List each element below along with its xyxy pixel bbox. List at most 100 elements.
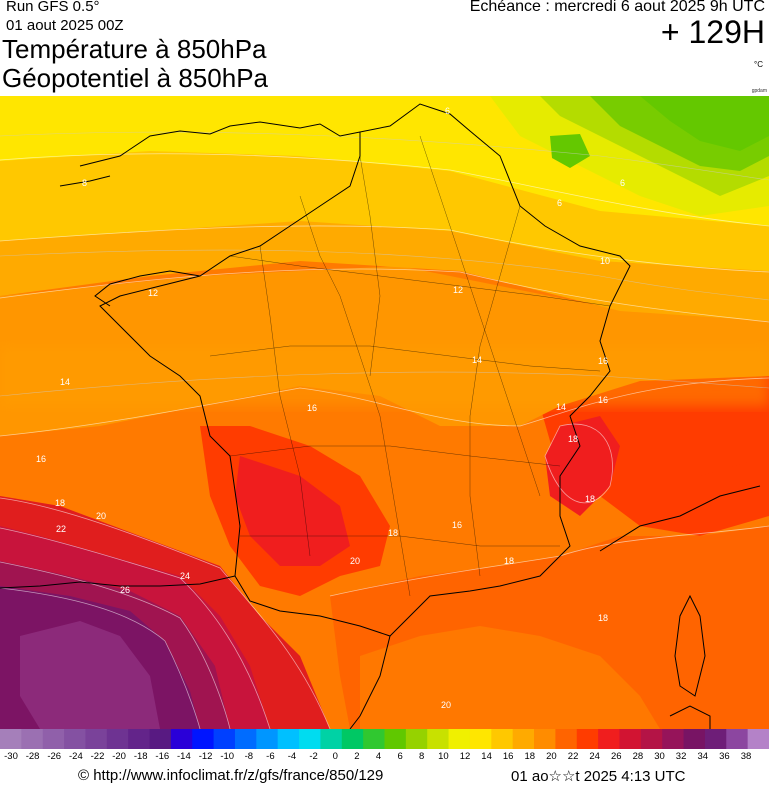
generation-timestamp: 01 ao☆☆t 2025 4:13 UTC <box>511 768 686 785</box>
legend-tick-label: 8 <box>419 751 425 762</box>
legend-tick-labels: -30 -28 -26 -24 -22 -20 -18 -16 -14 -12 -10 -8 -6 -4-… <box>0 751 769 765</box>
contour-label: 20 <box>96 511 106 521</box>
legend-tick-label: 26 <box>611 751 622 762</box>
run-date: 01 aout 2025 00Z <box>6 17 124 34</box>
legend-swatch <box>42 729 65 749</box>
legend-tick-label: 10 <box>438 751 449 762</box>
legend-swatch <box>726 729 749 749</box>
legend-swatch <box>128 729 151 749</box>
legend-swatch <box>704 729 727 749</box>
forecast-valid-time: Echéance : mercredi 6 aout 2025 9h UTC <box>469 0 765 15</box>
contour-label: 14 <box>60 377 70 387</box>
legend-swatch <box>427 729 450 749</box>
contour-label: 6 <box>557 198 562 208</box>
contour-label: 14 <box>472 355 482 365</box>
legend-tick-label: 32 <box>675 751 687 762</box>
legend-tick-label: 24 <box>589 751 600 762</box>
contour-label: 18 <box>504 556 514 566</box>
contour-label: 16 <box>36 454 46 464</box>
legend-swatch <box>277 729 300 749</box>
legend-tick-label: -16 <box>155 751 170 762</box>
geopotential-lines <box>0 131 769 397</box>
legend-swatch <box>299 729 321 749</box>
legend-tick-label: 30 <box>654 751 665 762</box>
legend-tick-label: -30 <box>4 751 18 762</box>
contour-label: 20 <box>441 700 451 710</box>
legend-swatch <box>85 729 108 749</box>
legend-tick-label: -10 <box>220 751 235 762</box>
legend-swatch <box>469 729 492 749</box>
contour-label: 22 <box>56 524 66 534</box>
legend-tick-label: 6 <box>397 751 403 762</box>
contour-label: 6 <box>445 106 450 116</box>
contour-label: 16 <box>598 395 608 405</box>
contour-label: 18 <box>585 494 595 504</box>
legend-swatch <box>320 729 343 749</box>
field-smoothing <box>0 346 769 406</box>
coastline <box>0 103 761 729</box>
legend-swatch <box>170 729 193 749</box>
legend-tick-label: 34 <box>697 751 709 762</box>
legend-tick-label: 12 <box>459 751 471 762</box>
legend-tick-label: -28 <box>25 751 40 762</box>
contour-label: 20 <box>350 556 360 566</box>
legend-tick-label: 28 <box>632 751 644 762</box>
legend-swatch <box>363 729 385 749</box>
unit-label: °C <box>754 60 763 69</box>
legend-tick-label: 38 <box>740 751 752 762</box>
contour-label: 16 <box>452 520 462 530</box>
department-borders <box>209 135 611 597</box>
legend-swatch <box>21 729 44 749</box>
legend-swatch <box>512 729 535 749</box>
run-label: Run GFS 0.5° <box>6 0 100 15</box>
temperature-map: 6 6 6 8 10 12 12 14 14 14 16 16 16 16 16… <box>0 96 769 729</box>
legend-tick-label: 16 <box>502 751 514 762</box>
contour-label: 6 <box>620 178 625 188</box>
legend-swatch <box>619 729 642 749</box>
temperature-field <box>0 96 769 729</box>
legend-swatch <box>683 729 706 749</box>
legend-tick-label: 0 <box>332 751 338 762</box>
color-scale-legend <box>0 729 769 749</box>
lead-time: + 129H <box>660 14 765 50</box>
legend-swatches <box>0 729 769 749</box>
header: Run GFS 0.5° 01 aout 2025 00Z Températur… <box>0 0 769 96</box>
legend-tick-label: 22 <box>567 751 579 762</box>
legend-tick-label: -26 <box>47 751 62 762</box>
map-title-temperature: Température à 850hPa <box>2 34 267 64</box>
contour-label: 24 <box>180 571 190 581</box>
legend-tick-label: -24 <box>69 751 83 762</box>
legend-tick-label: -12 <box>198 751 213 762</box>
legend-swatch <box>662 729 685 749</box>
source-url[interactable]: © http://www.infoclimat.fr/z/gfs/france/… <box>78 767 384 784</box>
contour-labels: 6 6 6 8 10 12 12 14 14 14 16 16 16 16 16… <box>36 106 625 710</box>
legend-swatch <box>405 729 428 749</box>
legend-swatch <box>448 729 471 749</box>
legend-swatch <box>555 729 578 749</box>
legend-tick-label: 20 <box>546 751 557 762</box>
legend-swatch <box>0 729 22 749</box>
legend-swatch <box>491 729 514 749</box>
legend-swatch <box>106 729 129 749</box>
legend-swatch <box>64 729 86 749</box>
legend-tick-label: 18 <box>524 751 536 762</box>
credit-label: gpdam <box>751 88 767 94</box>
legend-tick-label: -6 <box>266 751 275 762</box>
legend-swatch <box>640 729 663 749</box>
legend-tick-label: -2 <box>309 751 318 762</box>
legend-swatch <box>576 729 599 749</box>
legend-tick-label: 36 <box>719 751 730 762</box>
contour-label: 18 <box>568 434 578 444</box>
contour-label: 18 <box>598 613 608 623</box>
legend-swatch <box>213 729 236 749</box>
contour-label: 26 <box>120 585 130 595</box>
isotherm-lines <box>0 153 769 729</box>
legend-swatch <box>341 729 364 749</box>
map-title-geopotential: Géopotentiel à 850hPa <box>2 63 268 93</box>
legend-tick-label: 14 <box>481 751 492 762</box>
contour-label: 16 <box>598 356 608 366</box>
legend-swatch <box>747 729 769 749</box>
legend-swatch <box>149 729 172 749</box>
legend-tick-label: -8 <box>244 751 254 762</box>
contour-label: 18 <box>55 498 65 508</box>
